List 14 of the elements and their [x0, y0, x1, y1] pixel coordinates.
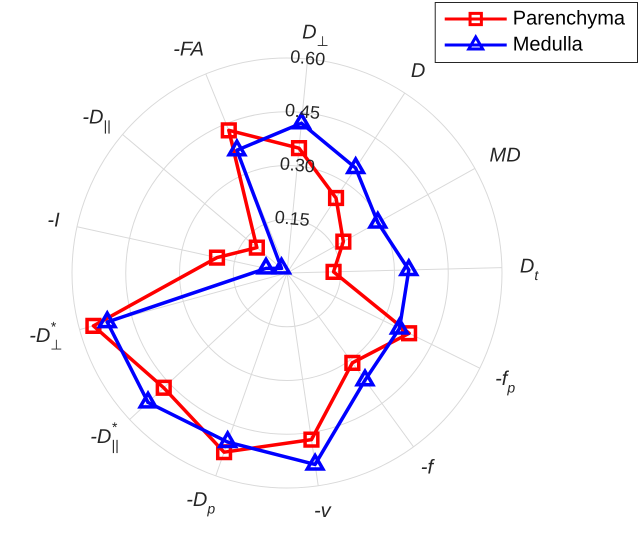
legend-label: Parenchyma [512, 8, 626, 30]
y-tick-label: 0.60 [289, 46, 326, 70]
spoke-label: D [410, 60, 426, 82]
spoke-label: -FA [173, 38, 204, 60]
spoke-label: -I [47, 210, 60, 232]
y-tick-label: 0.30 [279, 153, 316, 177]
y-tick-label: 0.45 [284, 100, 321, 124]
spoke-label: D⊥ [302, 22, 329, 49]
spoke-label: -D|| [82, 106, 111, 135]
spoke-label: -f [420, 456, 436, 478]
spoke-label: MD [490, 144, 521, 166]
legend-label: Medulla [512, 34, 584, 56]
y-tick-label: 0.15 [274, 206, 311, 230]
spoke-label: -v [314, 500, 332, 522]
